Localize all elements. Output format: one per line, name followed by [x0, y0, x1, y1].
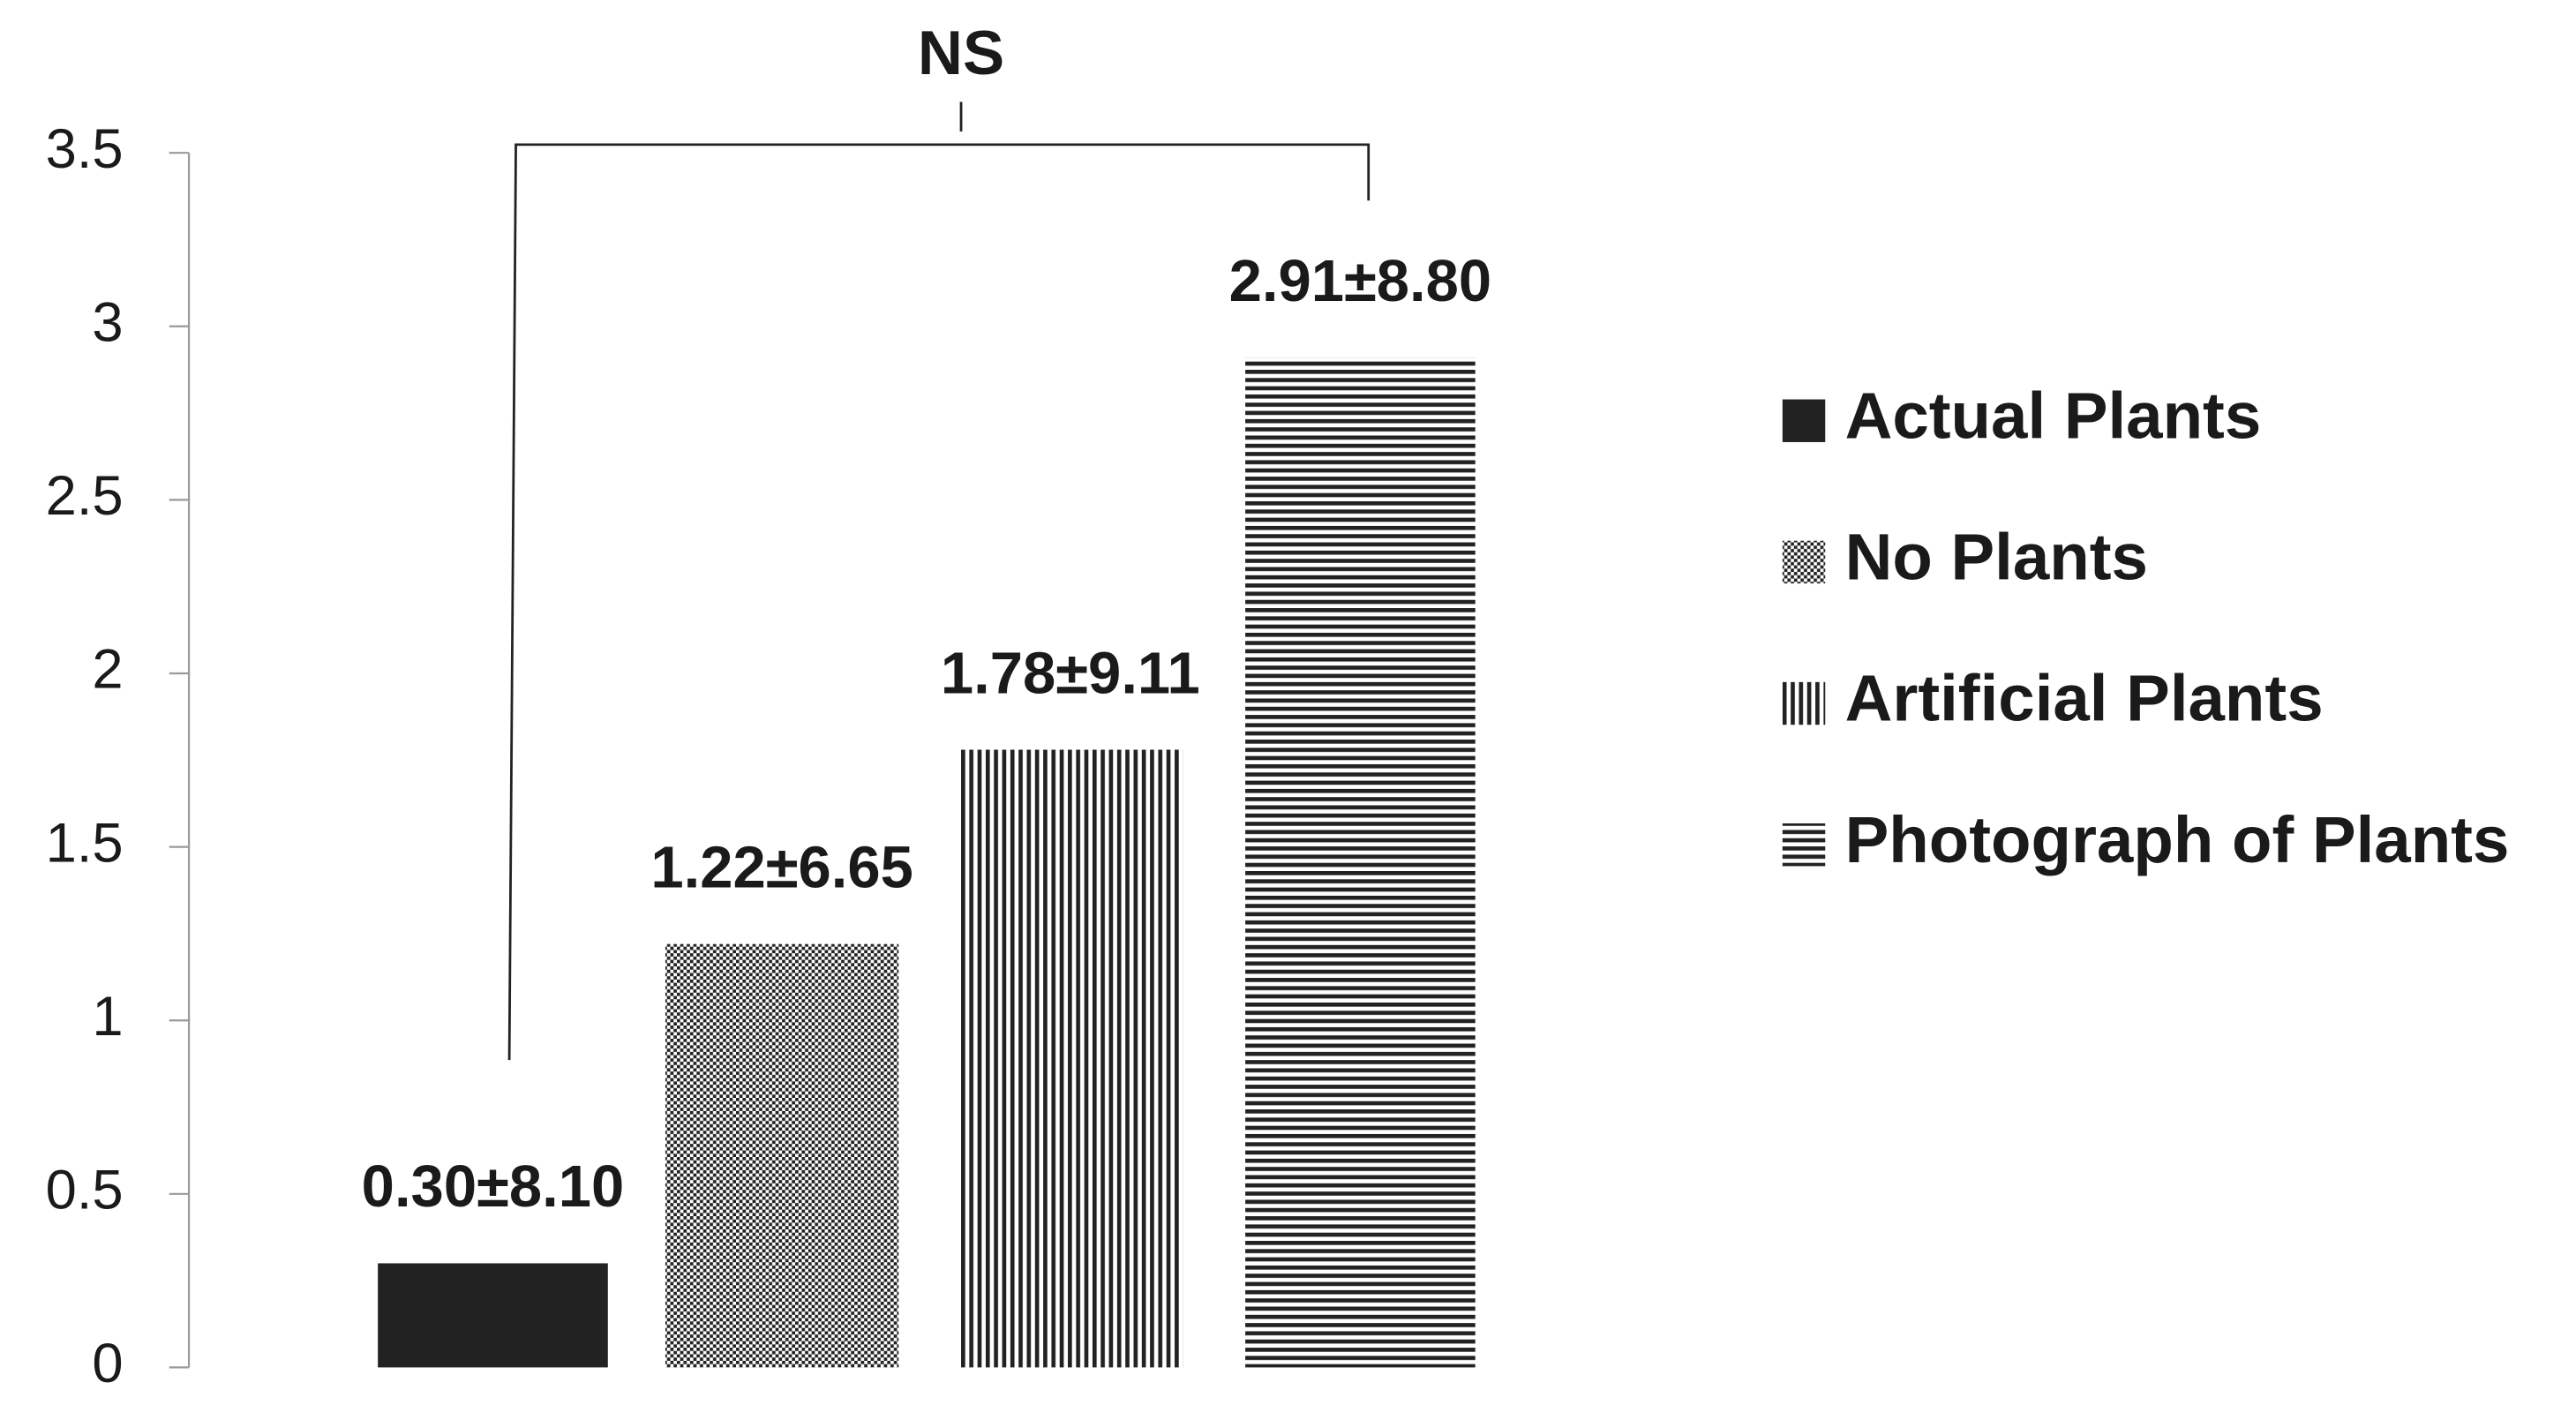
- bar: [665, 943, 899, 1368]
- y-tick-label: 2.5: [46, 465, 124, 527]
- bar: [378, 1263, 608, 1368]
- annotation: NS: [918, 18, 1004, 87]
- y-tick-label: 3: [92, 292, 123, 354]
- legend-swatch: [1782, 540, 1826, 584]
- legend-label: Actual Plants: [1845, 379, 2262, 452]
- bar: [1245, 357, 1476, 1368]
- legend-swatch: [1782, 399, 1826, 442]
- value-label: 1.78±9.11: [941, 640, 1200, 706]
- y-tick-label: 1: [92, 986, 123, 1048]
- y-tick-label: 1.5: [46, 812, 124, 874]
- y-tick-label: 0.5: [46, 1160, 124, 1221]
- value-label: 2.91±8.80: [1229, 248, 1492, 314]
- legend-label: Photograph of Plants: [1845, 803, 2510, 876]
- legend-label: No Plants: [1845, 521, 2148, 594]
- legend-swatch: [1782, 823, 1826, 867]
- value-label: 1.22±6.65: [650, 834, 913, 900]
- y-tick-label: 0: [92, 1333, 123, 1394]
- value-label: 0.30±8.10: [362, 1153, 625, 1220]
- y-tick-label: 2: [92, 639, 123, 701]
- bar: [958, 749, 1183, 1368]
- legend-swatch: [1782, 681, 1826, 725]
- bracket-line: [507, 143, 1371, 1061]
- legend-label: Artificial Plants: [1845, 662, 2324, 735]
- y-tick-label: 3.5: [46, 118, 124, 180]
- significance-bracket: [507, 101, 1371, 1061]
